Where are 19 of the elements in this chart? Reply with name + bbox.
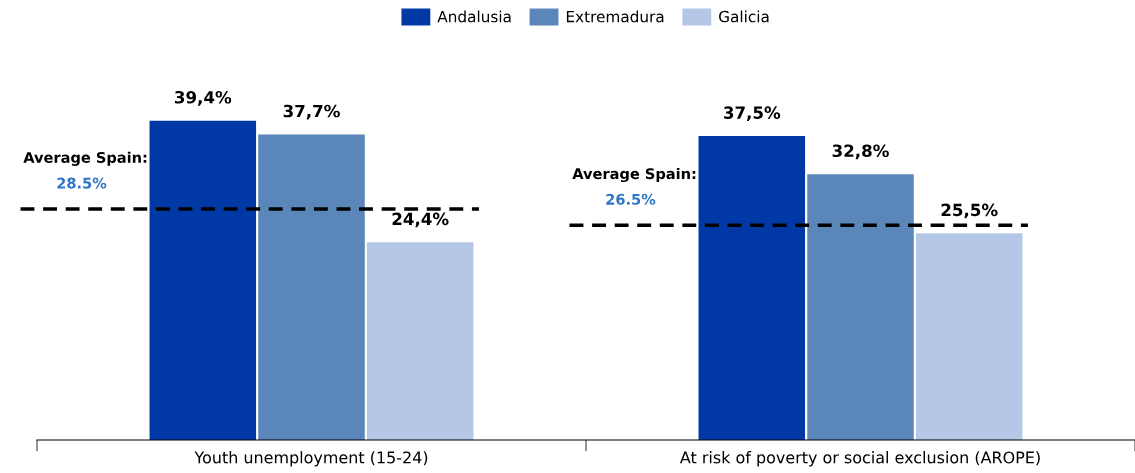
bar: [258, 134, 365, 440]
legend-label: Andalusia: [437, 10, 511, 23]
bar: [366, 242, 474, 440]
data-label: 39,4%: [175, 90, 232, 106]
data-label: 37,7%: [283, 104, 340, 120]
bar: [807, 174, 914, 440]
bar: [698, 136, 806, 440]
data-label: 24,4%: [392, 212, 449, 228]
data-label: 25,5%: [941, 203, 998, 219]
bar: [149, 120, 257, 440]
bar: [915, 233, 1023, 440]
data-label: 37,5%: [724, 106, 781, 122]
x-tick-label: At risk of poverty or social exclusion (AROPE): [679, 451, 1040, 467]
data-label: 32,8%: [832, 144, 889, 160]
legend-label: Extremadura: [566, 10, 664, 23]
x-tick-label: Youth unemployment (15-24): [194, 451, 428, 467]
legend-label: Galicia: [719, 10, 769, 23]
ref-line-label: Average Spain: 26.5%: [572, 167, 696, 205]
ref-line-label: Average Spain: 28.5%: [23, 151, 147, 189]
